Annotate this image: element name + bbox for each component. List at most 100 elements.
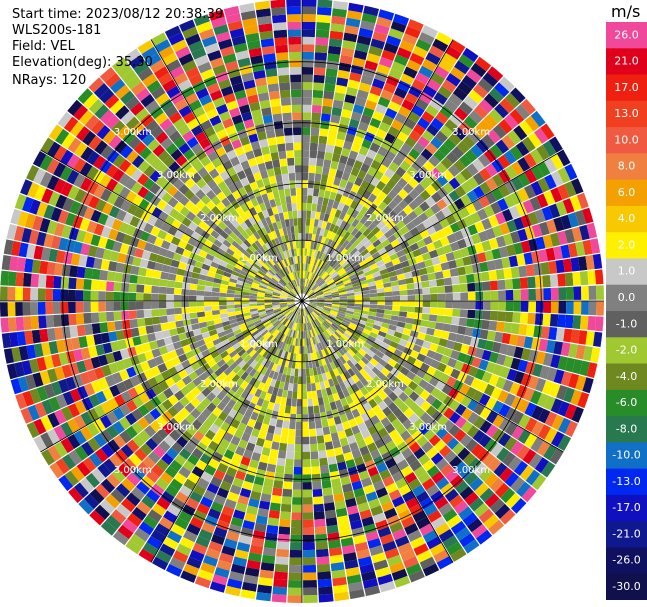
velocity-gate [101,443,115,458]
velocity-gate [246,346,254,355]
velocity-gate [304,255,307,264]
velocity-gate [222,405,233,415]
velocity-gate [523,336,534,349]
velocity-gate [352,343,361,352]
velocity-gate [234,297,242,301]
velocity-gate [229,318,238,325]
velocity-gate [182,26,199,39]
velocity-gate [311,466,321,475]
velocity-gate [67,99,83,116]
velocity-gate [355,325,365,332]
velocity-gate [398,316,407,323]
velocity-gate [259,348,267,356]
velocity-gate [74,400,87,415]
velocity-gate [308,172,315,181]
velocity-gate [257,162,267,172]
velocity-gate [401,447,413,459]
azimuth-spoke [150,300,303,563]
velocity-gate [306,338,310,346]
velocity-gate [385,482,398,494]
velocity-gate [324,255,331,263]
velocity-gate [238,405,248,416]
velocity-gate [499,222,510,235]
velocity-gate [198,250,208,258]
velocity-gate [250,359,258,369]
velocity-gate [216,487,229,499]
colorbar-bin [606,442,647,470]
velocity-gate [227,370,237,380]
velocity-gate [223,226,233,236]
velocity-gate [323,245,330,254]
velocity-gate [283,242,289,251]
velocity-gate [378,444,389,456]
velocity-gate [68,487,84,504]
velocity-gate [290,337,295,346]
velocity-gate [278,189,285,198]
velocity-gate [227,442,238,453]
velocity-gate [222,354,232,363]
velocity-gate [475,56,492,72]
velocity-gate [276,220,283,230]
velocity-gate [227,311,236,317]
velocity-gate [283,473,293,482]
velocity-gate [296,195,302,203]
velocity-gate [371,552,386,564]
velocity-gate [333,415,342,425]
velocity-gate [330,289,339,294]
velocity-gate [125,190,137,203]
velocity-gate [417,472,431,485]
velocity-gate [516,444,530,460]
velocity-gate [295,421,302,430]
velocity-gate [253,319,262,325]
velocity-gate [233,42,248,53]
velocity-gate [415,98,429,111]
velocity-gate [259,138,269,148]
velocity-gate [309,142,318,151]
velocity-gate [329,370,336,379]
velocity-gate [397,177,408,189]
velocity-gate [424,383,435,394]
velocity-gate [116,125,131,140]
colorbar-tick-label: -4.0 [616,370,637,383]
velocity-gate [38,315,47,329]
velocity-gate [160,490,175,504]
velocity-gate [249,181,259,191]
velocity-gate [247,94,259,105]
velocity-gate [243,344,252,352]
velocity-gate [166,308,175,316]
velocity-gate [388,68,403,80]
velocity-gate [350,276,359,282]
velocity-gate [319,228,325,237]
velocity-gate [332,485,343,495]
velocity-gate [180,338,190,347]
velocity-gate [300,331,302,339]
velocity-gate [326,354,333,363]
velocity-gate [219,552,234,564]
velocity-gate [158,72,173,86]
velocity-gate [422,294,431,301]
velocity-gate [311,383,317,392]
velocity-gate [250,490,262,501]
velocity-gate [409,227,420,237]
velocity-gate [204,310,213,317]
velocity-gate [306,210,312,219]
velocity-gate [174,314,183,322]
velocity-gate [548,203,561,219]
velocity-gate [324,509,337,519]
velocity-gate [487,66,504,82]
velocity-gate [458,121,473,135]
velocity-gate [287,302,295,305]
velocity-gate [257,373,265,382]
velocity-gate [467,130,481,144]
velocity-gate [362,266,371,274]
velocity-gate [225,125,237,136]
velocity-gate [320,244,327,253]
velocity-gate [557,230,568,245]
velocity-gate [435,130,448,144]
velocity-gate [430,117,444,131]
velocity-gate [156,162,168,175]
velocity-gate [265,272,273,279]
velocity-gate [279,325,286,333]
velocity-gate [211,206,221,216]
velocity-gate [226,304,235,309]
